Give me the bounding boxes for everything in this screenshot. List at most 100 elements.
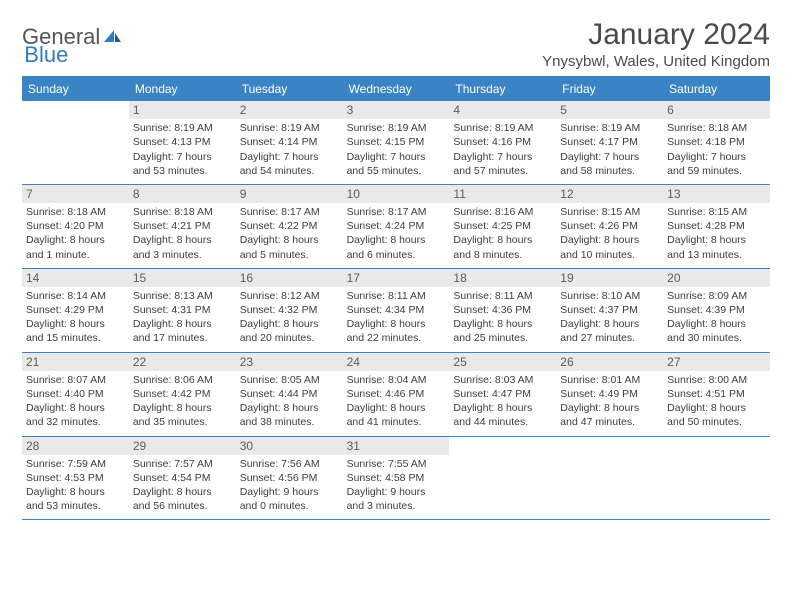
sunrise-text: Sunrise: 7:57 AM bbox=[133, 457, 232, 471]
sunrise-text: Sunrise: 8:09 AM bbox=[667, 289, 766, 303]
daylight-text: Daylight: 7 hours and 57 minutes. bbox=[453, 150, 552, 178]
sunset-text: Sunset: 4:24 PM bbox=[347, 219, 446, 233]
day-number: 29 bbox=[129, 437, 236, 455]
logo: General Blue bbox=[22, 18, 166, 50]
day-cell bbox=[663, 437, 770, 520]
daylight-text: Daylight: 9 hours and 0 minutes. bbox=[240, 485, 339, 513]
day-number: 8 bbox=[129, 185, 236, 203]
day-cell: 20Sunrise: 8:09 AMSunset: 4:39 PMDayligh… bbox=[663, 269, 770, 352]
day-cell: 8Sunrise: 8:18 AMSunset: 4:21 PMDaylight… bbox=[129, 185, 236, 268]
day-cell: 26Sunrise: 8:01 AMSunset: 4:49 PMDayligh… bbox=[556, 353, 663, 436]
day-number: 20 bbox=[663, 269, 770, 287]
day-cell: 3Sunrise: 8:19 AMSunset: 4:15 PMDaylight… bbox=[343, 101, 450, 184]
day-cell bbox=[22, 101, 129, 184]
day-number: 3 bbox=[343, 101, 450, 119]
day-cell: 19Sunrise: 8:10 AMSunset: 4:37 PMDayligh… bbox=[556, 269, 663, 352]
logo-word2: Blue bbox=[24, 42, 68, 68]
daylight-text: Daylight: 8 hours and 25 minutes. bbox=[453, 317, 552, 345]
sunrise-text: Sunrise: 8:18 AM bbox=[667, 121, 766, 135]
daylight-text: Daylight: 8 hours and 3 minutes. bbox=[133, 233, 232, 261]
day-cell: 25Sunrise: 8:03 AMSunset: 4:47 PMDayligh… bbox=[449, 353, 556, 436]
day-cell: 16Sunrise: 8:12 AMSunset: 4:32 PMDayligh… bbox=[236, 269, 343, 352]
daylight-text: Daylight: 7 hours and 53 minutes. bbox=[133, 150, 232, 178]
sunset-text: Sunset: 4:32 PM bbox=[240, 303, 339, 317]
sunset-text: Sunset: 4:54 PM bbox=[133, 471, 232, 485]
page-title: January 2024 bbox=[542, 18, 770, 51]
daylight-text: Daylight: 8 hours and 27 minutes. bbox=[560, 317, 659, 345]
sunrise-text: Sunrise: 8:14 AM bbox=[26, 289, 125, 303]
daylight-text: Daylight: 8 hours and 44 minutes. bbox=[453, 401, 552, 429]
sunset-text: Sunset: 4:20 PM bbox=[26, 219, 125, 233]
sunrise-text: Sunrise: 8:19 AM bbox=[347, 121, 446, 135]
day-number: 25 bbox=[449, 353, 556, 371]
daylight-text: Daylight: 8 hours and 6 minutes. bbox=[347, 233, 446, 261]
weeks-container: 1Sunrise: 8:19 AMSunset: 4:13 PMDaylight… bbox=[22, 101, 770, 520]
day-cell: 22Sunrise: 8:06 AMSunset: 4:42 PMDayligh… bbox=[129, 353, 236, 436]
day-number: 22 bbox=[129, 353, 236, 371]
day-number: 15 bbox=[129, 269, 236, 287]
sunrise-text: Sunrise: 8:19 AM bbox=[240, 121, 339, 135]
sunset-text: Sunset: 4:26 PM bbox=[560, 219, 659, 233]
daylight-text: Daylight: 8 hours and 20 minutes. bbox=[240, 317, 339, 345]
sunrise-text: Sunrise: 8:16 AM bbox=[453, 205, 552, 219]
sunrise-text: Sunrise: 8:17 AM bbox=[240, 205, 339, 219]
day-number: 2 bbox=[236, 101, 343, 119]
sunset-text: Sunset: 4:42 PM bbox=[133, 387, 232, 401]
day-cell: 17Sunrise: 8:11 AMSunset: 4:34 PMDayligh… bbox=[343, 269, 450, 352]
week-row: 21Sunrise: 8:07 AMSunset: 4:40 PMDayligh… bbox=[22, 353, 770, 437]
sunset-text: Sunset: 4:44 PM bbox=[240, 387, 339, 401]
sunrise-text: Sunrise: 8:11 AM bbox=[347, 289, 446, 303]
sunset-text: Sunset: 4:40 PM bbox=[26, 387, 125, 401]
logo-sail-icon bbox=[102, 28, 122, 49]
week-row: 7Sunrise: 8:18 AMSunset: 4:20 PMDaylight… bbox=[22, 185, 770, 269]
day-cell: 14Sunrise: 8:14 AMSunset: 4:29 PMDayligh… bbox=[22, 269, 129, 352]
sunset-text: Sunset: 4:49 PM bbox=[560, 387, 659, 401]
empty-day bbox=[556, 437, 663, 453]
weekday-header: Wednesday bbox=[343, 78, 450, 101]
sunrise-text: Sunrise: 8:15 AM bbox=[560, 205, 659, 219]
day-cell: 9Sunrise: 8:17 AMSunset: 4:22 PMDaylight… bbox=[236, 185, 343, 268]
weekday-header: Saturday bbox=[663, 78, 770, 101]
daylight-text: Daylight: 8 hours and 53 minutes. bbox=[26, 485, 125, 513]
day-cell: 23Sunrise: 8:05 AMSunset: 4:44 PMDayligh… bbox=[236, 353, 343, 436]
day-cell: 31Sunrise: 7:55 AMSunset: 4:58 PMDayligh… bbox=[343, 437, 450, 520]
daylight-text: Daylight: 8 hours and 17 minutes. bbox=[133, 317, 232, 345]
daylight-text: Daylight: 8 hours and 15 minutes. bbox=[26, 317, 125, 345]
week-row: 14Sunrise: 8:14 AMSunset: 4:29 PMDayligh… bbox=[22, 269, 770, 353]
sunrise-text: Sunrise: 8:01 AM bbox=[560, 373, 659, 387]
sunrise-text: Sunrise: 8:12 AM bbox=[240, 289, 339, 303]
sunrise-text: Sunrise: 8:03 AM bbox=[453, 373, 552, 387]
sunset-text: Sunset: 4:56 PM bbox=[240, 471, 339, 485]
empty-day bbox=[449, 437, 556, 453]
weekday-header: Thursday bbox=[449, 78, 556, 101]
day-number: 31 bbox=[343, 437, 450, 455]
sunset-text: Sunset: 4:36 PM bbox=[453, 303, 552, 317]
day-number: 13 bbox=[663, 185, 770, 203]
sunset-text: Sunset: 4:14 PM bbox=[240, 135, 339, 149]
daylight-text: Daylight: 8 hours and 50 minutes. bbox=[667, 401, 766, 429]
sunrise-text: Sunrise: 8:05 AM bbox=[240, 373, 339, 387]
empty-day bbox=[22, 101, 129, 117]
day-cell: 15Sunrise: 8:13 AMSunset: 4:31 PMDayligh… bbox=[129, 269, 236, 352]
daylight-text: Daylight: 7 hours and 54 minutes. bbox=[240, 150, 339, 178]
sunset-text: Sunset: 4:31 PM bbox=[133, 303, 232, 317]
sunrise-text: Sunrise: 7:59 AM bbox=[26, 457, 125, 471]
daylight-text: Daylight: 9 hours and 3 minutes. bbox=[347, 485, 446, 513]
day-number: 18 bbox=[449, 269, 556, 287]
day-number: 12 bbox=[556, 185, 663, 203]
day-cell: 4Sunrise: 8:19 AMSunset: 4:16 PMDaylight… bbox=[449, 101, 556, 184]
day-cell: 24Sunrise: 8:04 AMSunset: 4:46 PMDayligh… bbox=[343, 353, 450, 436]
sunset-text: Sunset: 4:13 PM bbox=[133, 135, 232, 149]
weekday-header: Sunday bbox=[22, 78, 129, 101]
day-cell: 30Sunrise: 7:56 AMSunset: 4:56 PMDayligh… bbox=[236, 437, 343, 520]
header: General Blue January 2024 Ynysybwl, Wale… bbox=[22, 18, 770, 70]
day-number: 19 bbox=[556, 269, 663, 287]
day-cell: 2 Sunrise: 8:19 AMSunset: 4:14 PMDaylight… bbox=[236, 101, 343, 184]
day-number: 27 bbox=[663, 353, 770, 371]
daylight-text: Daylight: 7 hours and 58 minutes. bbox=[560, 150, 659, 178]
day-cell: 28Sunrise: 7:59 AMSunset: 4:53 PMDayligh… bbox=[22, 437, 129, 520]
day-cell: 6Sunrise: 8:18 AMSunset: 4:18 PMDaylight… bbox=[663, 101, 770, 184]
sunset-text: Sunset: 4:39 PM bbox=[667, 303, 766, 317]
empty-day bbox=[663, 437, 770, 453]
sunset-text: Sunset: 4:58 PM bbox=[347, 471, 446, 485]
